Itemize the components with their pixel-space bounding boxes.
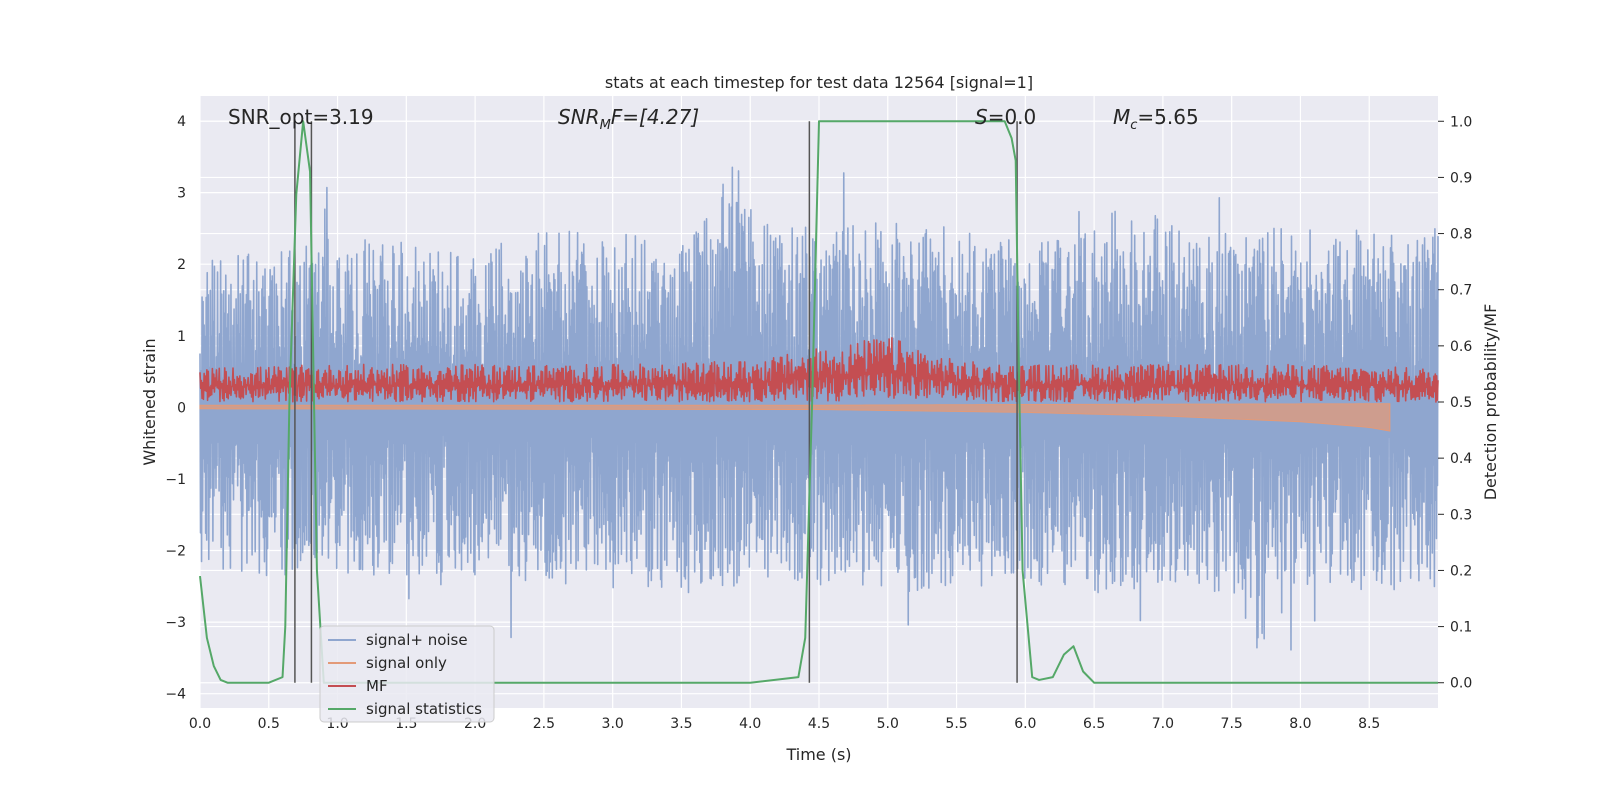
y-axis-right-label: Detection probability/MF — [1481, 304, 1500, 501]
y-right-tick-label: 0.5 — [1450, 395, 1472, 411]
legend-label: signal only — [366, 654, 447, 672]
y-left-tick-label: −1 — [165, 472, 186, 488]
y-left-tick-label: 4 — [177, 114, 186, 130]
y-axis-right-ticks: 1.0 0.9 0.8 0.7 0.6 0.5 0.4 0.3 0.2 0.1 0.0 — [1438, 114, 1472, 692]
mc-symbol: M — [1113, 105, 1130, 129]
series-signal-noise-line — [199, 166, 1439, 651]
y-right-tick-label: 0.4 — [1450, 451, 1472, 467]
x-tick-label: 5.5 — [945, 716, 967, 732]
y-right-tick-label: 0.9 — [1450, 170, 1472, 186]
x-tick-label: 3.0 — [602, 716, 624, 732]
y-right-tick-label: 0.3 — [1450, 507, 1472, 523]
y-left-tick-label: −2 — [165, 544, 186, 560]
series-layer — [199, 120, 1439, 684]
legend-label: signal statistics — [366, 700, 482, 718]
x-tick-label: 6.0 — [1014, 716, 1036, 732]
x-tick-label: 8.0 — [1289, 716, 1311, 732]
legend-label: signal+ noise — [366, 631, 468, 649]
s-value: =0.0 — [988, 105, 1037, 129]
y-right-tick-label: 0.8 — [1450, 227, 1472, 243]
snr-mf-value: F=[4.27] — [611, 105, 699, 129]
snr-opt-annotation: SNR_opt=3.19 — [228, 105, 374, 129]
y-left-tick-label: −4 — [165, 687, 186, 703]
y-right-tick-label: 0.7 — [1450, 283, 1472, 299]
mc-annotation: Mc=5.65 — [1113, 105, 1199, 133]
legend: signal+ noise signal only MF signal statist… — [319, 625, 495, 723]
chart-title: stats at each timestep for test data 125… — [605, 73, 1033, 92]
y-right-tick-label: 0.1 — [1450, 620, 1472, 636]
x-tick-label: 7.5 — [1221, 716, 1243, 732]
x-tick-label: 4.0 — [739, 716, 761, 732]
y-right-tick-label: 0.6 — [1450, 339, 1472, 355]
x-tick-label: 3.5 — [670, 716, 692, 732]
x-tick-label: 6.5 — [1083, 716, 1105, 732]
x-tick-label: 8.5 — [1358, 716, 1380, 732]
s-annotation: S=0.0 — [975, 105, 1036, 129]
x-tick-label: 0.0 — [189, 716, 211, 732]
mc-subscript: c — [1130, 118, 1137, 133]
x-tick-label: 5.0 — [877, 716, 899, 732]
y-axis-left-ticks: 4 3 2 1 0 −1 −2 −3 −4 — [165, 114, 186, 703]
y-left-tick-label: −3 — [165, 615, 186, 631]
snr-mf-subscript: M — [600, 118, 611, 133]
y-left-tick-label: 0 — [177, 400, 186, 416]
x-tick-label: 2.5 — [533, 716, 555, 732]
series-signal-statistics-line — [199, 120, 1438, 684]
mc-value: =5.65 — [1137, 105, 1198, 129]
series-mf-line — [199, 336, 1439, 403]
y-left-tick-label: 3 — [177, 186, 186, 202]
series-signal-only-band — [199, 403, 1391, 432]
s-symbol: S — [975, 105, 988, 129]
x-axis-label: Time (s) — [785, 745, 851, 764]
y-right-tick-label: 1.0 — [1450, 114, 1472, 130]
x-tick-label: 7.0 — [1152, 716, 1174, 732]
legend-label: MF — [366, 677, 388, 695]
x-tick-label: 4.5 — [808, 716, 830, 732]
snr-mf-symbol: SNR — [558, 105, 600, 129]
x-axis-ticks: 0.0 0.5 1.0 1.5 2.0 2.5 3.0 3.5 4.0 4.5 5.0 5.5 6.0 6… — [189, 716, 1380, 732]
y-left-tick-label: 1 — [177, 329, 186, 345]
y-left-tick-label: 2 — [177, 257, 186, 273]
snr-mf-annotation: SNRMF=[4.27] — [558, 105, 699, 133]
legend-box — [319, 625, 495, 723]
x-tick-label: 0.5 — [258, 716, 280, 732]
y-right-tick-label: 0.0 — [1450, 676, 1472, 692]
y-axis-left-label: Whitened strain — [140, 338, 159, 465]
y-right-tick-label: 0.2 — [1450, 563, 1472, 579]
